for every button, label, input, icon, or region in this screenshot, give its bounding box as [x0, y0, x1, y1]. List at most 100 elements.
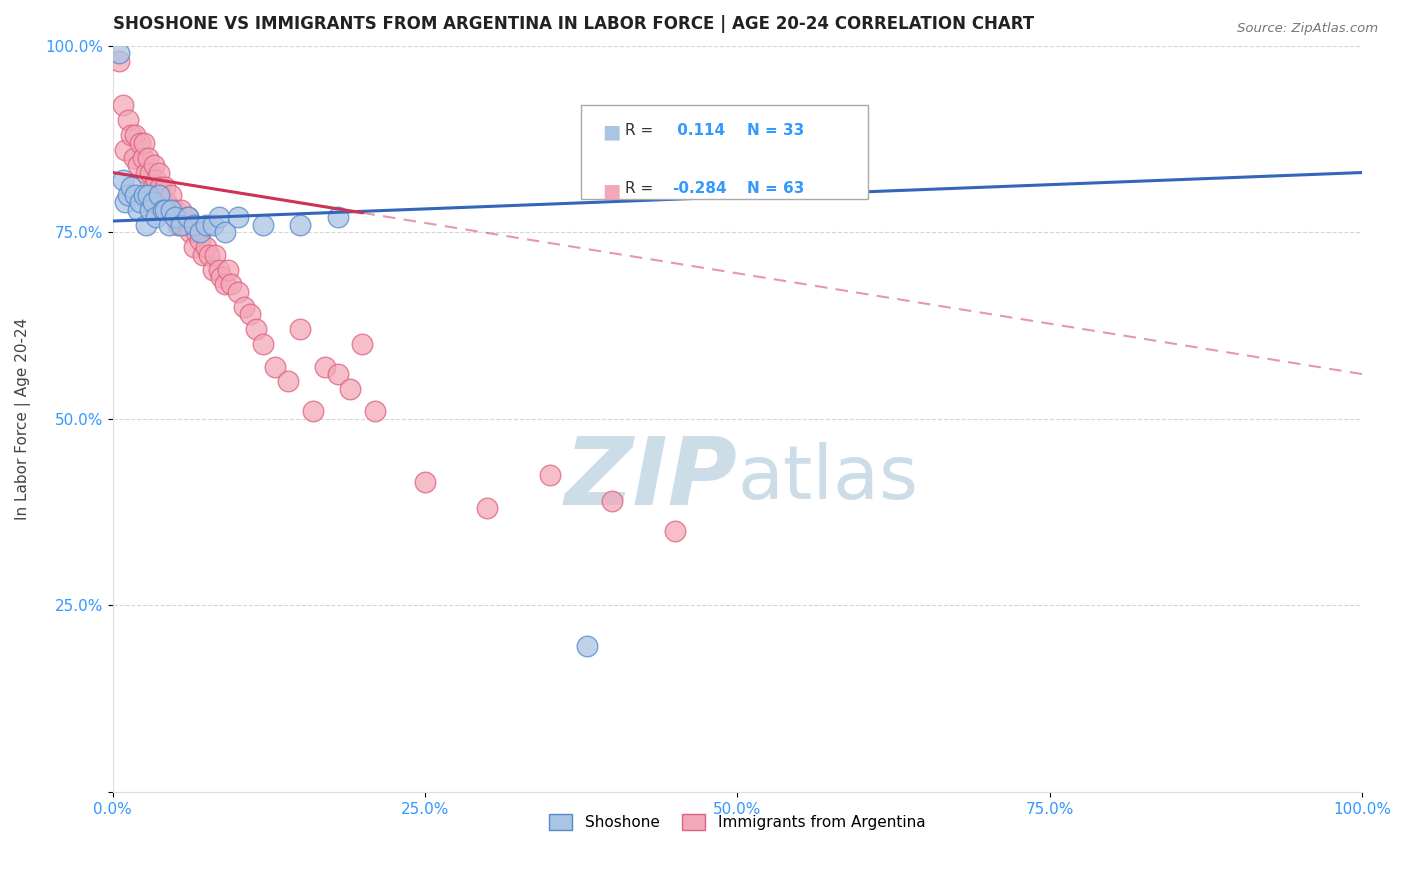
Point	[160, 202, 183, 217]
Point	[145, 211, 167, 225]
Point	[314, 359, 336, 374]
Point	[165, 211, 187, 225]
Point	[602, 494, 624, 508]
Y-axis label: In Labor Force | Age 20-24: In Labor Force | Age 20-24	[15, 318, 31, 520]
Point	[201, 218, 224, 232]
Point	[114, 195, 136, 210]
Point	[214, 225, 236, 239]
Point	[477, 501, 499, 516]
Point	[139, 202, 162, 217]
Point	[127, 202, 149, 217]
Point	[136, 151, 159, 165]
Point	[153, 202, 176, 217]
Point	[111, 98, 134, 112]
Point	[176, 211, 198, 225]
Point	[131, 151, 153, 165]
Point	[276, 375, 298, 389]
Point	[217, 262, 239, 277]
Point	[129, 195, 152, 210]
Point	[108, 54, 131, 68]
Point	[132, 188, 155, 202]
Point	[195, 240, 218, 254]
Point	[364, 404, 387, 418]
Point	[146, 188, 169, 202]
Point	[152, 202, 174, 217]
Point	[124, 128, 146, 143]
Point	[173, 218, 195, 232]
Point	[208, 211, 231, 225]
Point	[114, 143, 136, 157]
Text: 0.114: 0.114	[672, 122, 725, 137]
Point	[120, 128, 142, 143]
Text: R =: R =	[624, 181, 654, 196]
Point	[124, 188, 146, 202]
Point	[145, 173, 167, 187]
Text: SHOSHONE VS IMMIGRANTS FROM ARGENTINA IN LABOR FORCE | AGE 20-24 CORRELATION CHA: SHOSHONE VS IMMIGRANTS FROM ARGENTINA IN…	[112, 15, 1033, 33]
Point	[188, 225, 211, 239]
Point	[195, 218, 218, 232]
Point	[117, 113, 139, 128]
Point	[186, 225, 208, 239]
Point	[166, 218, 188, 232]
Point	[204, 247, 226, 261]
Point	[148, 188, 170, 202]
Text: ■: ■	[602, 122, 620, 142]
Point	[170, 218, 193, 232]
Point	[209, 270, 232, 285]
Point	[664, 524, 686, 538]
Point	[245, 322, 267, 336]
Text: Source: ZipAtlas.com: Source: ZipAtlas.com	[1237, 22, 1378, 36]
Point	[111, 173, 134, 187]
Point	[157, 202, 180, 217]
Point	[155, 195, 177, 210]
Text: atlas: atlas	[737, 442, 918, 515]
Point	[183, 218, 205, 232]
Point	[127, 158, 149, 172]
Point	[339, 382, 361, 396]
Text: R =: R =	[624, 122, 654, 137]
Point	[157, 218, 180, 232]
Point	[252, 218, 274, 232]
Text: ■: ■	[602, 181, 620, 201]
Point	[221, 277, 243, 292]
Point	[188, 233, 211, 247]
Point	[352, 337, 374, 351]
Point	[136, 188, 159, 202]
Point	[142, 158, 165, 172]
Point	[226, 285, 249, 299]
Point	[201, 262, 224, 277]
Text: N = 63: N = 63	[748, 181, 804, 196]
Point	[214, 277, 236, 292]
Point	[191, 247, 214, 261]
Point	[129, 136, 152, 150]
Legend: Shoshone, Immigrants from Argentina: Shoshone, Immigrants from Argentina	[543, 808, 931, 837]
Point	[160, 188, 183, 202]
Point	[176, 211, 198, 225]
Point	[132, 136, 155, 150]
Text: -0.284: -0.284	[672, 181, 727, 196]
Point	[288, 322, 311, 336]
Point	[153, 180, 176, 194]
Point	[413, 475, 436, 490]
Point	[170, 202, 193, 217]
Point	[179, 225, 201, 239]
Point	[183, 240, 205, 254]
Point	[326, 367, 349, 381]
Point	[122, 151, 145, 165]
Point	[139, 165, 162, 179]
Point	[288, 218, 311, 232]
Point	[232, 300, 254, 314]
Point	[239, 307, 262, 321]
Point	[576, 640, 599, 654]
Point	[135, 165, 157, 179]
Point	[226, 211, 249, 225]
Point	[149, 180, 172, 194]
Point	[117, 188, 139, 202]
Point	[326, 211, 349, 225]
FancyBboxPatch shape	[581, 105, 869, 199]
Point	[198, 247, 221, 261]
Point	[152, 195, 174, 210]
Point	[142, 195, 165, 210]
Point	[165, 202, 187, 217]
Text: ZIP: ZIP	[564, 433, 737, 524]
